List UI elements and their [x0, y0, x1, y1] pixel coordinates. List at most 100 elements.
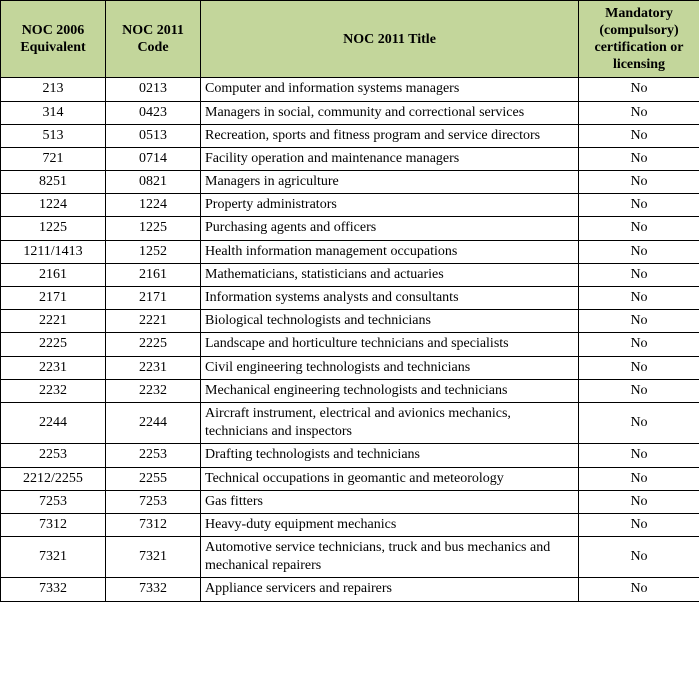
table-row: 2232 2232 Mechanical engineering technol…: [0, 378, 699, 403]
header-noc-2011-code: NOC 2011 Code: [105, 0, 201, 79]
table-row: 2221 2221 Biological technologists and t…: [0, 309, 699, 334]
cell-mandatory: No: [578, 401, 699, 445]
header-noc-2006-equivalent: NOC 2006 Equivalent: [0, 0, 106, 79]
table-row: 7332 7332 Appliance servicers and repair…: [0, 577, 699, 602]
header-noc-2011-title: NOC 2011 Title: [200, 0, 579, 79]
cell-noc-2006-equivalent: 1225: [0, 216, 106, 241]
cell-noc-2006-equivalent: 314: [0, 100, 106, 125]
table-body: 213 0213 Computer and information system…: [0, 77, 699, 602]
cell-noc-2011-code: 2221: [105, 309, 201, 334]
cell-noc-2011-title: Managers in agriculture: [200, 170, 579, 195]
table-header: NOC 2006 Equivalent NOC 2011 Code NOC 20…: [0, 0, 699, 79]
cell-noc-2011-title: Appliance servicers and repairers: [200, 577, 579, 602]
cell-noc-2006-equivalent: 721: [0, 146, 106, 172]
cell-mandatory: No: [578, 577, 699, 602]
cell-mandatory: No: [578, 512, 699, 538]
table-row: 2212/2255 2255 Technical occupations in …: [0, 466, 699, 491]
cell-noc-2011-title: Facility operation and maintenance manag…: [200, 146, 579, 172]
cell-noc-2006-equivalent: 2244: [0, 401, 106, 445]
cell-mandatory: No: [578, 489, 699, 514]
cell-noc-2006-equivalent: 2253: [0, 443, 106, 468]
cell-noc-2006-equivalent: 2232: [0, 378, 106, 403]
cell-noc-2011-code: 2225: [105, 332, 201, 357]
cell-noc-2006-equivalent: 2221: [0, 309, 106, 334]
cell-noc-2011-code: 7321: [105, 536, 201, 579]
cell-noc-2011-title: Landscape and horticulture technicians a…: [200, 332, 579, 357]
cell-noc-2006-equivalent: 513: [0, 123, 106, 148]
cell-mandatory: No: [578, 239, 699, 264]
cell-noc-2006-equivalent: 1211/1413: [0, 239, 106, 264]
cell-mandatory: No: [578, 466, 699, 491]
table-row: 2231 2231 Civil engineering technologist…: [0, 355, 699, 380]
cell-mandatory: No: [578, 536, 699, 579]
table-row: 1225 1225 Purchasing agents and officers…: [0, 216, 699, 241]
cell-mandatory: No: [578, 378, 699, 403]
cell-noc-2011-title: Automotive service technicians, truck an…: [200, 536, 579, 579]
cell-noc-2006-equivalent: 213: [0, 77, 106, 102]
cell-noc-2011-title: Drafting technologists and technicians: [200, 443, 579, 468]
cell-noc-2006-equivalent: 2231: [0, 355, 106, 380]
cell-noc-2006-equivalent: 7332: [0, 577, 106, 602]
cell-noc-2006-equivalent: 7253: [0, 489, 106, 514]
cell-mandatory: No: [578, 146, 699, 172]
header-mandatory-certification: Mandatory (compulsory) certification or …: [578, 0, 699, 79]
cell-noc-2011-code: 0423: [105, 100, 201, 125]
table-row: 7253 7253 Gas fitters No: [0, 489, 699, 514]
cell-noc-2011-code: 0213: [105, 77, 201, 102]
cell-noc-2011-code: 0714: [105, 146, 201, 172]
cell-noc-2011-code: 7253: [105, 489, 201, 514]
table-row: 2253 2253 Drafting technologists and tec…: [0, 443, 699, 468]
cell-noc-2006-equivalent: 2161: [0, 262, 106, 288]
noc-table: NOC 2006 Equivalent NOC 2011 Code NOC 20…: [0, 0, 699, 602]
cell-noc-2006-equivalent: 7312: [0, 512, 106, 538]
header-row: NOC 2006 Equivalent NOC 2011 Code NOC 20…: [0, 0, 699, 79]
cell-noc-2011-code: 7332: [105, 577, 201, 602]
cell-noc-2011-code: 2171: [105, 285, 201, 311]
cell-noc-2011-title: Gas fitters: [200, 489, 579, 514]
cell-noc-2011-title: Mechanical engineering technologists and…: [200, 378, 579, 403]
cell-mandatory: No: [578, 262, 699, 288]
cell-noc-2011-code: 2232: [105, 378, 201, 403]
table-row: 513 0513 Recreation, sports and fitness …: [0, 123, 699, 148]
table-row: 7312 7312 Heavy-duty equipment mechanics…: [0, 512, 699, 538]
cell-noc-2006-equivalent: 2212/2255: [0, 466, 106, 491]
cell-mandatory: No: [578, 332, 699, 357]
cell-noc-2011-code: 1225: [105, 216, 201, 241]
cell-mandatory: No: [578, 309, 699, 334]
table-row: 1211/1413 1252 Health information manage…: [0, 239, 699, 264]
table-row: 2244 2244 Aircraft instrument, electrica…: [0, 401, 699, 445]
cell-noc-2011-code: 2253: [105, 443, 201, 468]
table-row: 2171 2171 Information systems analysts a…: [0, 285, 699, 311]
cell-noc-2011-code: 2161: [105, 262, 201, 288]
cell-noc-2006-equivalent: 2225: [0, 332, 106, 357]
cell-noc-2011-title: Civil engineering technologists and tech…: [200, 355, 579, 380]
table-row: 2161 2161 Mathematicians, statisticians …: [0, 262, 699, 288]
cell-noc-2011-title: Technical occupations in geomantic and m…: [200, 466, 579, 491]
cell-noc-2011-code: 2255: [105, 466, 201, 491]
cell-noc-2011-title: Purchasing agents and officers: [200, 216, 579, 241]
cell-noc-2011-code: 0513: [105, 123, 201, 148]
table-row: 314 0423 Managers in social, community a…: [0, 100, 699, 125]
cell-noc-2011-title: Heavy-duty equipment mechanics: [200, 512, 579, 538]
table-row: 1224 1224 Property administrators No: [0, 193, 699, 218]
cell-noc-2011-title: Mathematicians, statisticians and actuar…: [200, 262, 579, 288]
cell-noc-2011-code: 0821: [105, 170, 201, 195]
cell-mandatory: No: [578, 216, 699, 241]
table-row: 2225 2225 Landscape and horticulture tec…: [0, 332, 699, 357]
cell-mandatory: No: [578, 170, 699, 195]
cell-noc-2011-title: Aircraft instrument, electrical and avio…: [200, 401, 579, 445]
cell-noc-2011-code: 2231: [105, 355, 201, 380]
cell-noc-2011-title: Recreation, sports and fitness program a…: [200, 123, 579, 148]
cell-mandatory: No: [578, 123, 699, 148]
table-row: 213 0213 Computer and information system…: [0, 77, 699, 102]
cell-noc-2011-title: Health information management occupation…: [200, 239, 579, 264]
cell-noc-2011-title: Property administrators: [200, 193, 579, 218]
cell-mandatory: No: [578, 443, 699, 468]
cell-noc-2011-title: Information systems analysts and consult…: [200, 285, 579, 311]
cell-noc-2006-equivalent: 2171: [0, 285, 106, 311]
cell-noc-2011-code: 2244: [105, 401, 201, 445]
cell-noc-2011-title: Managers in social, community and correc…: [200, 100, 579, 125]
cell-noc-2006-equivalent: 7321: [0, 536, 106, 579]
table-row: 7321 7321 Automotive service technicians…: [0, 536, 699, 579]
